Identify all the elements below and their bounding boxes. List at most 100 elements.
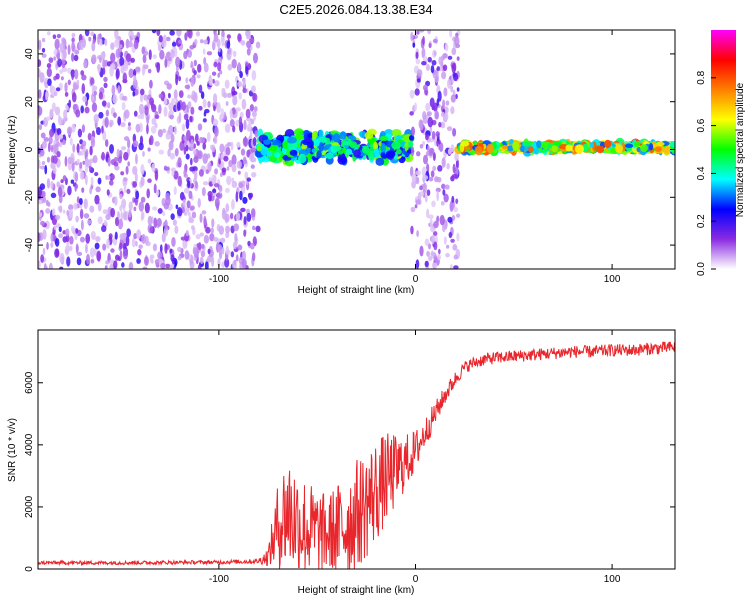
spectrogram-cell [117,84,121,94]
spectrogram-cell [103,219,107,227]
spectrogram-cell [414,204,418,209]
spectrogram-cell [39,165,46,170]
spectrogram-cell [552,141,562,146]
spectrogram-cell [55,73,60,80]
spectrogram-cell [220,237,226,243]
spectrogram-cell [127,125,132,131]
spectrogram-cell [450,94,456,103]
spectrogram-cell [57,58,62,67]
snr-y-label: SNR (10 * v/v) [7,418,18,482]
x-tick-label: -100 [209,274,229,285]
spectrogram-cell [43,137,50,142]
colorbar-tick-label: 0.8 [696,70,707,84]
spectrogram-cell [87,132,92,141]
spectrogram-cell [434,73,440,84]
spectrogram-cell [202,48,206,55]
spectrogram-cell [121,101,126,111]
y-tick-label: 6000 [24,371,35,394]
spectrogram-cell [206,131,211,142]
spectrogram-cell [249,242,255,250]
spectrogram-cell [225,101,229,107]
spectrogram-cell [198,169,204,177]
spectrogram-cell [59,266,64,269]
spectrogram-cell [444,111,449,122]
spectrogram-cell [101,225,107,233]
spectrogram-cell [97,177,102,185]
spectrogram-cell [434,176,439,183]
spectrogram-cell [39,72,45,83]
spectrogram-cell [143,64,149,70]
spectrogram-cell [220,108,224,115]
spectrogram-cell [124,109,130,119]
spectrogram-cell [165,133,171,140]
spectrogram-cell [450,238,455,243]
spectrogram-cell [158,104,162,115]
spectrogram-cell [188,216,193,223]
spectrogram-cell [66,256,71,267]
spectrogram-cell [235,107,241,112]
spectrogram-cell [114,196,118,206]
spectrogram-cell [221,261,225,268]
spectrogram-cell [90,137,96,148]
spectrogram-cell [409,89,415,99]
spectrogram-cell [71,52,75,62]
spectrogram-cell [588,142,594,148]
spectrogram-cell [441,183,446,190]
spectrogram-cell [106,102,111,109]
spectrogram-cell [66,126,73,136]
spectrogram-cell [125,235,130,247]
spectrogram-cell [148,49,152,61]
spectrogram-cell [183,146,187,155]
spectrogram-cell [452,89,456,97]
spectrogram-cell [104,265,108,269]
spectrogram-cell [199,39,204,44]
spectrogram-cell [229,108,233,120]
spectrogram-cell [137,114,143,119]
spectrogram-cell [91,95,95,101]
spectrogram-cell [104,116,109,128]
spectrogram-cell [147,158,152,164]
spectrogram-cell [429,97,435,108]
spectrogram-cell [380,142,386,153]
spectrogram-cell [426,189,431,197]
spectrogram-cell [245,108,251,119]
spectrogram-cell [419,191,425,197]
spectrogram-cell [219,172,223,177]
spectrogram-cell [149,226,154,234]
spectrogram-cell [80,105,84,114]
spectrogram-cell [432,152,436,161]
spectrogram-cell [440,55,445,61]
spectrogram-cell [252,252,256,262]
spectrogram-cell [82,95,88,103]
spectrogram-cell [207,100,211,108]
spectrogram-cell [418,30,425,33]
spectrogram-cell [428,42,432,49]
spectrogram-cell [178,90,184,99]
spectrogram-cell [604,139,612,149]
spectrogram-cell [81,124,86,133]
spectrogram-cell [297,153,307,164]
spectrogram-cell [152,54,157,59]
spectrogram-cell [173,125,177,135]
spectrogram-cell [229,119,235,128]
spectrogram-cell [238,92,243,100]
spectrogram-cell [50,192,57,199]
spectrogram-cell [342,141,351,146]
spectrogram-cell [226,166,230,171]
spectrogram-cell [84,30,90,37]
spectrogram-cell [163,97,168,106]
spectrogram-cell [520,145,525,152]
spectrogram-cell [433,102,438,113]
spectrogram-cell [120,64,125,74]
spectrogram-cell [216,102,221,114]
spectrogram-cell [143,94,148,101]
spectrogram-cell [50,146,54,153]
spectrogram-cell [442,189,446,196]
spectrogram-cell [425,63,430,71]
spectrogram-cell [186,200,191,209]
spectrogram-cell [214,126,219,137]
spectrogram-cell [199,256,204,265]
spectrogram-cell [188,190,193,200]
spectrogram-cell [190,139,194,151]
spectrogram-cell [174,148,179,157]
